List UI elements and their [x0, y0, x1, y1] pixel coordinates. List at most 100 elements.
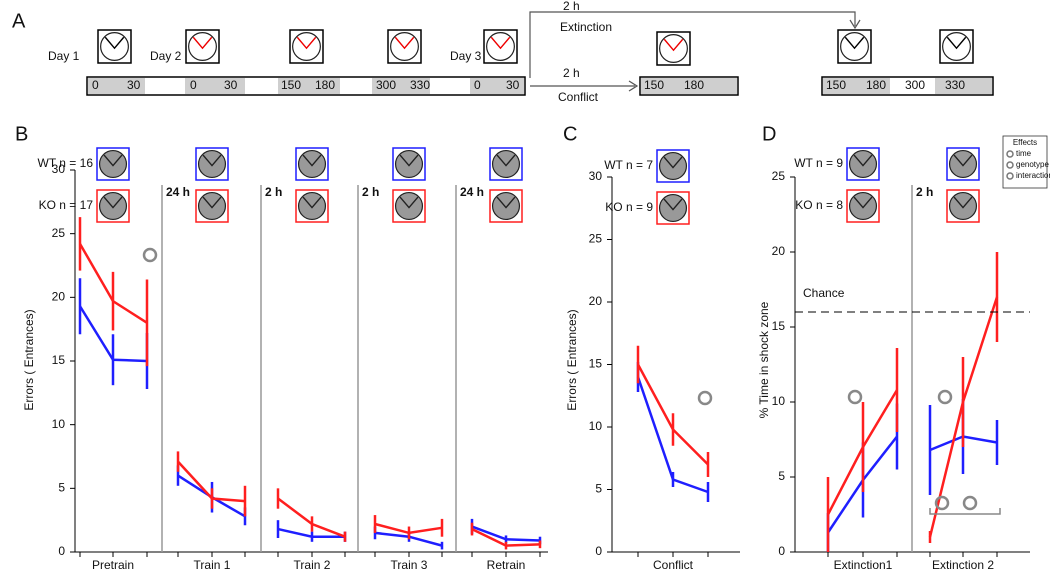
time-label: 300	[905, 78, 925, 92]
shock-zone	[302, 154, 322, 167]
y-tick-label: 5	[58, 481, 65, 495]
y-tick-label: 10	[772, 394, 786, 408]
separator-label: 2 h	[362, 185, 379, 199]
arena	[297, 149, 327, 179]
arrow-label: Conflict	[558, 90, 599, 104]
arena	[98, 149, 128, 179]
effect-symbol	[1006, 161, 1014, 169]
arena	[394, 149, 424, 179]
arena	[840, 32, 869, 61]
arena-frame	[846, 147, 880, 181]
arena-frame	[656, 149, 690, 183]
arena-frame	[96, 147, 130, 181]
effect-item: interaction	[1016, 171, 1050, 180]
y-tick-label: 20	[772, 244, 786, 258]
arena-frame	[392, 147, 426, 181]
shock-zone	[490, 36, 511, 50]
arena-frame	[392, 189, 426, 223]
shock-zone	[103, 196, 123, 209]
day-label: Day 3	[450, 49, 482, 63]
arena	[188, 32, 217, 61]
session-block	[470, 78, 524, 94]
time-label: 0	[92, 78, 99, 92]
arena-frame	[295, 147, 329, 181]
effects-title: Effects	[1013, 138, 1037, 147]
panel-label: A	[12, 10, 26, 32]
arrow	[529, 11, 856, 78]
session-block	[641, 78, 737, 94]
day-label: Day 2	[150, 49, 182, 63]
day-label: Day 1	[48, 49, 80, 63]
session-block	[823, 78, 890, 94]
time-label: 180	[866, 78, 886, 92]
arena	[658, 193, 688, 223]
x-group-label: Extinction 2	[932, 558, 994, 572]
shock-zone	[399, 154, 419, 167]
separator-label: 2 h	[916, 185, 933, 199]
y-tick-label: 15	[772, 319, 786, 333]
shock-zone	[496, 196, 516, 209]
shock-zone	[953, 154, 973, 167]
x-group-label: Conflict	[653, 558, 694, 572]
legend-entry: KO n = 17	[39, 198, 94, 212]
arena	[948, 149, 978, 179]
arena-frame	[656, 31, 691, 66]
panel-label: C	[563, 123, 577, 145]
effect-symbol	[1006, 172, 1014, 180]
arena	[390, 32, 419, 61]
legend-entry: KO n = 9	[605, 200, 653, 214]
shock-zone	[394, 36, 415, 50]
time-label: 180	[684, 78, 704, 92]
y-axis-label: Errors ( Entrances)	[22, 309, 36, 410]
y-tick-label: 15	[589, 357, 603, 371]
x-group-label: Train 1	[194, 558, 231, 572]
time-label: 0	[474, 78, 481, 92]
arena-frame	[939, 29, 974, 64]
separator-label: 24 h	[460, 185, 484, 199]
arena	[658, 151, 688, 181]
arena-frame	[656, 191, 690, 225]
shock-zone	[946, 36, 967, 50]
time-label: 150	[281, 78, 301, 92]
arena-frame	[946, 189, 980, 223]
time-label: 180	[315, 78, 335, 92]
arena-frame	[837, 29, 872, 64]
arena-frame	[489, 147, 523, 181]
y-tick-label: 5	[778, 469, 785, 483]
session-block	[88, 78, 145, 94]
x-group-label: Retrain	[487, 558, 526, 572]
shock-zone	[496, 154, 516, 167]
arena	[848, 191, 878, 221]
time-label: 30	[127, 78, 141, 92]
y-tick-label: 0	[778, 544, 785, 558]
panel-label: B	[15, 123, 28, 145]
session-block	[278, 78, 340, 94]
arena-frame	[185, 29, 220, 64]
reference-label: Chance	[803, 286, 845, 300]
arena	[491, 191, 521, 221]
y-tick-label: 15	[52, 353, 66, 367]
y-tick-label: 10	[52, 417, 66, 431]
arena	[848, 149, 878, 179]
y-tick-label: 30	[589, 169, 603, 183]
arena-frame	[97, 29, 132, 64]
shock-zone	[104, 36, 125, 50]
y-axis-label: % Time in shock zone	[757, 301, 771, 418]
shock-zone	[853, 196, 873, 209]
time-label: 330	[945, 78, 965, 92]
y-tick-label: 20	[52, 290, 66, 304]
arena	[942, 32, 971, 61]
x-group-label: Train 3	[391, 558, 428, 572]
significance-symbol	[142, 247, 158, 263]
arena	[659, 34, 688, 63]
arrow-time: 2 h	[563, 66, 580, 80]
arena	[491, 149, 521, 179]
shock-zone	[844, 36, 865, 50]
arena	[486, 32, 515, 61]
shock-zone	[296, 36, 317, 50]
y-tick-label: 0	[595, 544, 602, 558]
significance-symbol	[697, 390, 713, 406]
significance-symbol	[934, 495, 950, 511]
shock-zone	[302, 196, 322, 209]
